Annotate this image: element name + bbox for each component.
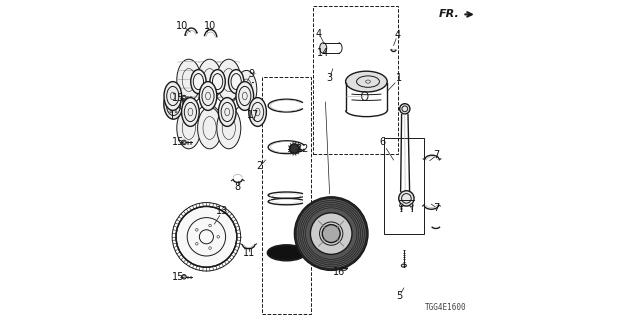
Ellipse shape <box>209 224 211 227</box>
Ellipse shape <box>218 98 236 126</box>
Ellipse shape <box>182 95 186 100</box>
Ellipse shape <box>182 275 186 279</box>
Ellipse shape <box>399 204 403 207</box>
Ellipse shape <box>164 89 183 119</box>
Ellipse shape <box>341 266 347 270</box>
Ellipse shape <box>202 226 211 231</box>
Ellipse shape <box>399 191 414 206</box>
Ellipse shape <box>199 82 217 110</box>
Bar <box>313 6 398 154</box>
Ellipse shape <box>211 230 217 239</box>
Ellipse shape <box>410 204 413 207</box>
Ellipse shape <box>182 98 199 126</box>
Ellipse shape <box>217 236 220 238</box>
Text: 7: 7 <box>434 203 440 213</box>
Ellipse shape <box>196 230 202 239</box>
Ellipse shape <box>209 247 211 249</box>
Ellipse shape <box>320 43 326 53</box>
Text: 8: 8 <box>235 182 241 192</box>
Text: 3: 3 <box>326 73 333 84</box>
Ellipse shape <box>340 251 348 256</box>
Ellipse shape <box>296 199 366 268</box>
Text: 16: 16 <box>333 267 346 277</box>
Ellipse shape <box>290 145 298 153</box>
Ellipse shape <box>346 71 387 92</box>
Ellipse shape <box>198 59 221 101</box>
Text: 4: 4 <box>316 28 322 39</box>
Ellipse shape <box>298 200 364 267</box>
Ellipse shape <box>399 104 410 114</box>
Ellipse shape <box>300 202 362 265</box>
Text: 14: 14 <box>317 48 330 58</box>
Text: 17: 17 <box>247 110 260 120</box>
Ellipse shape <box>196 243 198 245</box>
Ellipse shape <box>236 82 253 110</box>
Ellipse shape <box>210 69 225 93</box>
Ellipse shape <box>305 208 357 259</box>
Ellipse shape <box>323 225 340 243</box>
Ellipse shape <box>236 70 257 109</box>
Ellipse shape <box>401 264 406 267</box>
Ellipse shape <box>294 197 368 270</box>
Text: 2: 2 <box>257 161 263 172</box>
Ellipse shape <box>198 107 221 149</box>
Text: 4: 4 <box>394 30 401 40</box>
Ellipse shape <box>182 140 186 145</box>
Text: 10: 10 <box>176 20 189 31</box>
Text: 12: 12 <box>297 144 309 154</box>
Ellipse shape <box>197 240 206 247</box>
Text: 15: 15 <box>172 137 184 148</box>
Ellipse shape <box>176 206 237 267</box>
Ellipse shape <box>191 69 206 93</box>
Ellipse shape <box>310 213 352 254</box>
Text: 9: 9 <box>248 68 254 79</box>
Ellipse shape <box>217 59 241 101</box>
Ellipse shape <box>217 107 241 149</box>
Ellipse shape <box>228 69 244 93</box>
Text: 1: 1 <box>396 73 403 84</box>
Ellipse shape <box>249 98 266 126</box>
Text: 10: 10 <box>204 20 216 31</box>
Ellipse shape <box>177 59 201 101</box>
Text: 7: 7 <box>434 150 440 160</box>
Text: TGG4E1600: TGG4E1600 <box>425 303 467 312</box>
Ellipse shape <box>289 144 300 154</box>
Text: 13: 13 <box>216 206 228 216</box>
Ellipse shape <box>268 245 305 260</box>
Bar <box>262 77 312 314</box>
Ellipse shape <box>207 240 216 247</box>
Text: 15: 15 <box>172 272 184 282</box>
Text: FR.: FR. <box>438 9 460 19</box>
Text: 5: 5 <box>396 291 403 301</box>
Ellipse shape <box>177 107 201 149</box>
Bar <box>384 138 424 234</box>
Text: 6: 6 <box>380 137 385 148</box>
Ellipse shape <box>164 82 182 110</box>
Ellipse shape <box>196 228 198 231</box>
Ellipse shape <box>302 204 361 263</box>
Ellipse shape <box>303 206 359 261</box>
Text: 11: 11 <box>243 248 255 258</box>
Text: 15: 15 <box>172 92 184 103</box>
